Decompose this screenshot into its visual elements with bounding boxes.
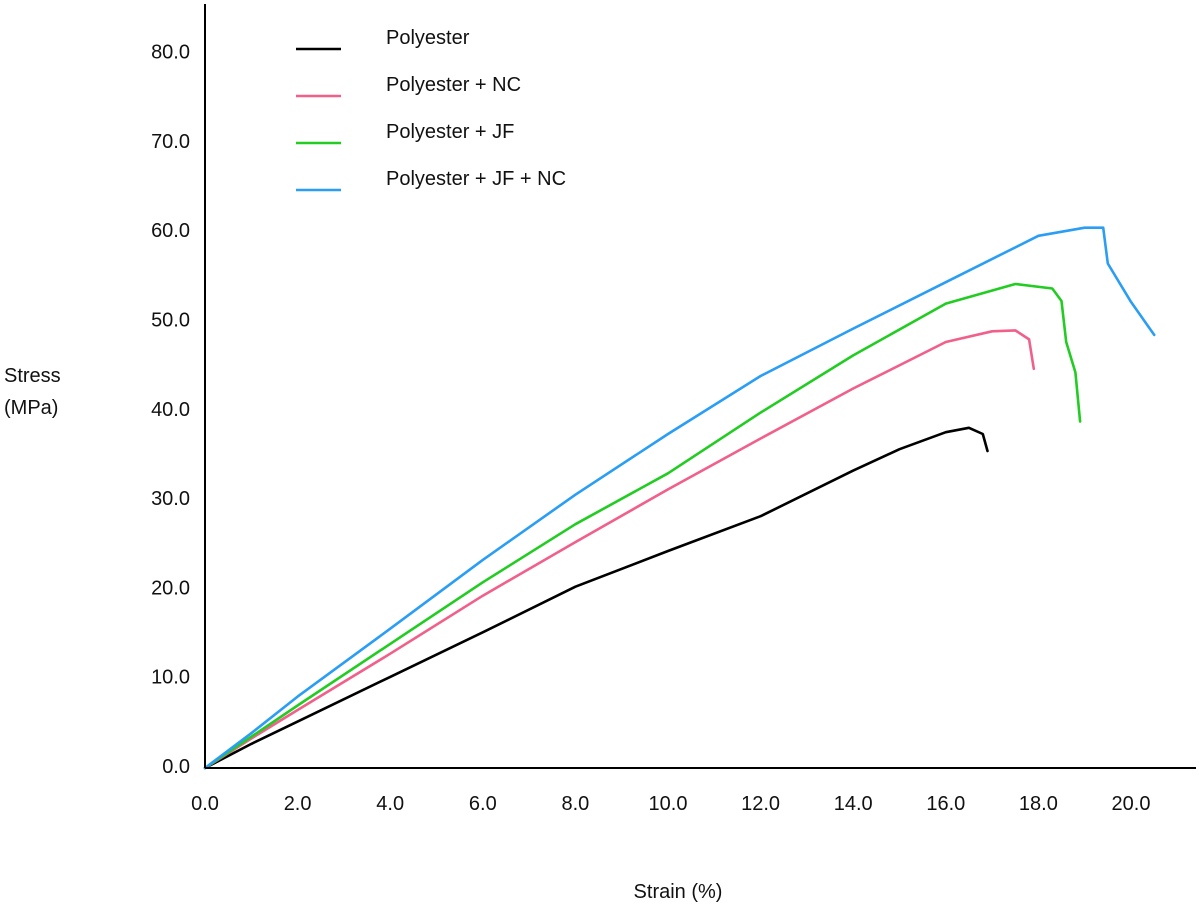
x-tick-label: 0.0 bbox=[191, 793, 219, 815]
legend-label: Polyester + NC bbox=[386, 74, 521, 96]
series-line-3 bbox=[203, 282, 1082, 770]
x-tick-label: 20.0 bbox=[1112, 793, 1151, 815]
y-axis-title-line-2: (MPa) bbox=[4, 397, 58, 419]
y-tick-label: 70.0 bbox=[151, 131, 190, 153]
y-tick-label: 80.0 bbox=[151, 42, 190, 64]
y-tick-label: 40.0 bbox=[151, 399, 190, 421]
x-tick-label: 10.0 bbox=[649, 793, 688, 815]
y-tick-label: 20.0 bbox=[151, 577, 190, 599]
y-tick-labels: 0.0 10.0 20.0 30.0 40.0 50.0 60.0 70.0 80.0 bbox=[151, 42, 190, 778]
y-axis-title-line-1: Stress bbox=[4, 365, 61, 387]
x-tick-label: 4.0 bbox=[376, 793, 404, 815]
x-tick-label: 2.0 bbox=[284, 793, 312, 815]
series-line-1 bbox=[203, 426, 989, 770]
x-axis-title: Strain (%) bbox=[634, 881, 723, 903]
x-tick-label: 16.0 bbox=[926, 793, 965, 815]
series-line-4 bbox=[203, 226, 1156, 770]
y-tick-label: 50.0 bbox=[151, 310, 190, 332]
x-tick-label: 6.0 bbox=[469, 793, 497, 815]
legend-label: Polyester + JF + NC bbox=[386, 168, 566, 190]
series-layer bbox=[203, 226, 1156, 770]
legend-label: Polyester bbox=[386, 27, 470, 49]
y-tick-label: 0.0 bbox=[162, 756, 190, 778]
x-tick-label: 14.0 bbox=[834, 793, 873, 815]
y-tick-label: 30.0 bbox=[151, 488, 190, 510]
legend-label: Polyester + JF bbox=[386, 121, 514, 143]
x-tick-labels: 0.0 2.0 4.0 6.0 8.0 10.0 12.0 14.0 16.0 18.0 20.0 bbox=[191, 793, 1150, 815]
x-tick-label: 12.0 bbox=[741, 793, 780, 815]
axes-layer bbox=[204, 4, 1196, 769]
legend: Polyester Polyester + NC Polyester + JF Pol… bbox=[296, 27, 566, 192]
x-tick-label: 8.0 bbox=[561, 793, 589, 815]
x-tick-label: 18.0 bbox=[1019, 793, 1058, 815]
y-tick-label: 10.0 bbox=[151, 667, 190, 689]
y-tick-label: 60.0 bbox=[151, 220, 190, 242]
series-line-2 bbox=[203, 329, 1036, 770]
